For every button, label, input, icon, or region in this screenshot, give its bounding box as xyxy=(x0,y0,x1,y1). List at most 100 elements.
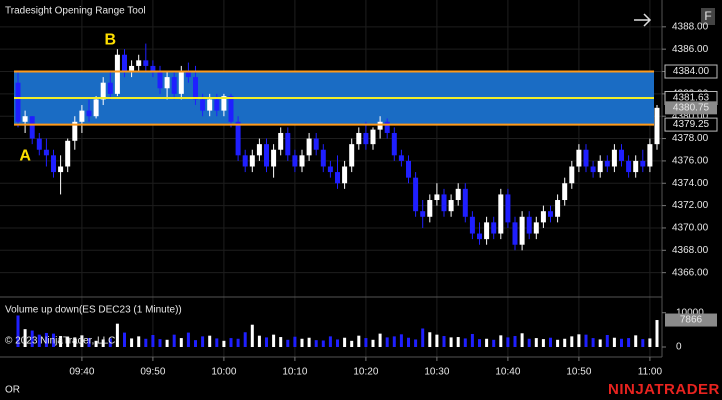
candle-body xyxy=(342,166,348,184)
volume-bar xyxy=(108,338,112,347)
y-tick-label: 4376.00 xyxy=(672,156,709,167)
candle-body xyxy=(164,77,170,89)
y-tick-label: 4370.00 xyxy=(672,223,709,234)
f-button-label[interactable]: F xyxy=(704,9,711,23)
volume-bar xyxy=(577,334,581,347)
y-tick-label: 4386.00 xyxy=(672,44,709,55)
candle-body xyxy=(462,188,468,217)
volume-bar xyxy=(80,335,84,347)
volume-bar xyxy=(435,334,439,347)
candle-body xyxy=(193,77,198,100)
volume-bar xyxy=(442,336,446,347)
volume-bar xyxy=(115,323,119,347)
candle-body xyxy=(86,110,92,117)
volume-bar xyxy=(23,329,27,347)
volume-bar xyxy=(364,338,368,347)
candle-body xyxy=(136,60,142,66)
price-marker-label: 4379.25 xyxy=(673,119,710,130)
volume-bar xyxy=(243,332,247,347)
volume-tick-label: 10000 xyxy=(676,307,704,318)
candle-body xyxy=(249,155,255,167)
candle-body xyxy=(363,132,369,145)
volume-bar xyxy=(385,337,389,347)
volume-bar xyxy=(399,334,403,347)
candle-body xyxy=(264,144,269,167)
candle-body xyxy=(107,82,113,94)
volume-bar xyxy=(229,338,233,347)
volume-bar xyxy=(137,336,141,347)
candle-body xyxy=(583,149,589,167)
volume-bar xyxy=(641,339,645,347)
f-button[interactable] xyxy=(701,8,715,25)
price-marker xyxy=(664,117,718,132)
volume-bar xyxy=(30,330,34,347)
volume-bar xyxy=(257,335,261,347)
volume-bar xyxy=(66,336,70,347)
volume-bar xyxy=(591,338,595,347)
candle-body xyxy=(455,188,461,201)
candle-body xyxy=(633,160,639,173)
volume-bar xyxy=(357,335,361,347)
candle-body xyxy=(65,140,71,167)
candle-body xyxy=(72,121,78,141)
volume-bar xyxy=(541,339,545,347)
candle-body xyxy=(299,155,305,167)
volume-marker-label: 7866 xyxy=(680,315,703,326)
volume-bar xyxy=(314,340,318,347)
volume-bar xyxy=(328,336,332,347)
volume-bar xyxy=(584,334,588,347)
volume-bar xyxy=(37,334,41,347)
price-marker-label: 4381.63 xyxy=(673,93,710,104)
volume-bar xyxy=(300,338,304,347)
volume-bar xyxy=(286,339,290,347)
volume-bar xyxy=(208,335,212,347)
candle-body xyxy=(36,138,42,150)
candle-body xyxy=(398,155,404,161)
volume-bar xyxy=(534,338,538,347)
candle-body xyxy=(327,166,333,173)
candle-body xyxy=(370,129,376,145)
candle-body xyxy=(498,194,504,234)
candle-body xyxy=(285,132,291,156)
candle-body xyxy=(619,149,624,161)
volume-bar xyxy=(186,332,190,347)
nav-arrow[interactable] xyxy=(634,13,652,27)
volume-bar xyxy=(492,339,496,347)
price-marker-label: 4384.00 xyxy=(673,66,710,77)
volume-bar xyxy=(215,338,219,347)
x-tick-label: 10:50 xyxy=(566,367,591,378)
x-tick-label: 09:40 xyxy=(69,367,94,378)
candle-body xyxy=(377,121,383,130)
candle-body xyxy=(207,99,213,111)
volume-bar xyxy=(73,337,77,347)
volume-bar xyxy=(59,336,63,347)
volume-bar xyxy=(293,336,297,347)
candle-body xyxy=(654,107,660,145)
candle-body xyxy=(150,65,156,72)
x-tick-label: 10:20 xyxy=(353,367,378,378)
volume-bar xyxy=(570,336,574,347)
volume-bar xyxy=(648,338,652,347)
x-tick-label: 10:00 xyxy=(211,367,236,378)
x-tick-label: 10:30 xyxy=(424,367,449,378)
candle-body xyxy=(420,211,426,217)
candle-body xyxy=(384,121,390,133)
candle-body xyxy=(590,166,596,173)
volume-bar xyxy=(506,337,510,347)
volume-bar xyxy=(456,337,460,347)
volume-bar xyxy=(478,339,481,347)
candle-body xyxy=(533,222,539,234)
candle-body xyxy=(171,77,177,94)
volume-bar xyxy=(598,339,602,347)
candle-body xyxy=(491,222,497,234)
volume-bar xyxy=(44,332,48,347)
candle-body xyxy=(320,149,326,167)
candle-body xyxy=(51,155,56,173)
copyright: © 2023 NinjaTrader, LLC xyxy=(5,336,115,347)
volume-bar xyxy=(307,337,311,347)
candle-body xyxy=(228,96,234,122)
volume-bar xyxy=(165,339,169,347)
x-tick-label: 10:40 xyxy=(495,367,520,378)
volume-bar xyxy=(350,340,354,347)
candle-body xyxy=(569,166,575,184)
